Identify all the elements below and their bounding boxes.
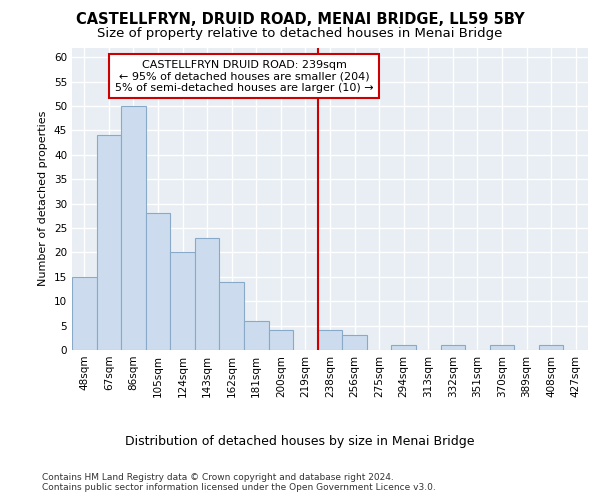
Y-axis label: Number of detached properties: Number of detached properties	[38, 111, 49, 286]
Text: CASTELLFRYN DRUID ROAD: 239sqm
← 95% of detached houses are smaller (204)
5% of : CASTELLFRYN DRUID ROAD: 239sqm ← 95% of …	[115, 60, 373, 93]
Text: Distribution of detached houses by size in Menai Bridge: Distribution of detached houses by size …	[125, 435, 475, 448]
Bar	[72, 277, 97, 350]
Bar	[97, 136, 121, 350]
Bar	[244, 320, 269, 350]
Text: Size of property relative to detached houses in Menai Bridge: Size of property relative to detached ho…	[97, 28, 503, 40]
Bar	[440, 345, 465, 350]
Bar	[490, 345, 514, 350]
Bar	[220, 282, 244, 350]
Bar	[121, 106, 146, 350]
Bar	[170, 252, 195, 350]
Bar	[391, 345, 416, 350]
Bar	[269, 330, 293, 350]
Bar	[146, 214, 170, 350]
Bar	[539, 345, 563, 350]
Bar	[318, 330, 342, 350]
Text: CASTELLFRYN, DRUID ROAD, MENAI BRIDGE, LL59 5BY: CASTELLFRYN, DRUID ROAD, MENAI BRIDGE, L…	[76, 12, 524, 28]
Bar	[342, 336, 367, 350]
Text: Contains HM Land Registry data © Crown copyright and database right 2024.
Contai: Contains HM Land Registry data © Crown c…	[42, 472, 436, 492]
Bar	[195, 238, 220, 350]
